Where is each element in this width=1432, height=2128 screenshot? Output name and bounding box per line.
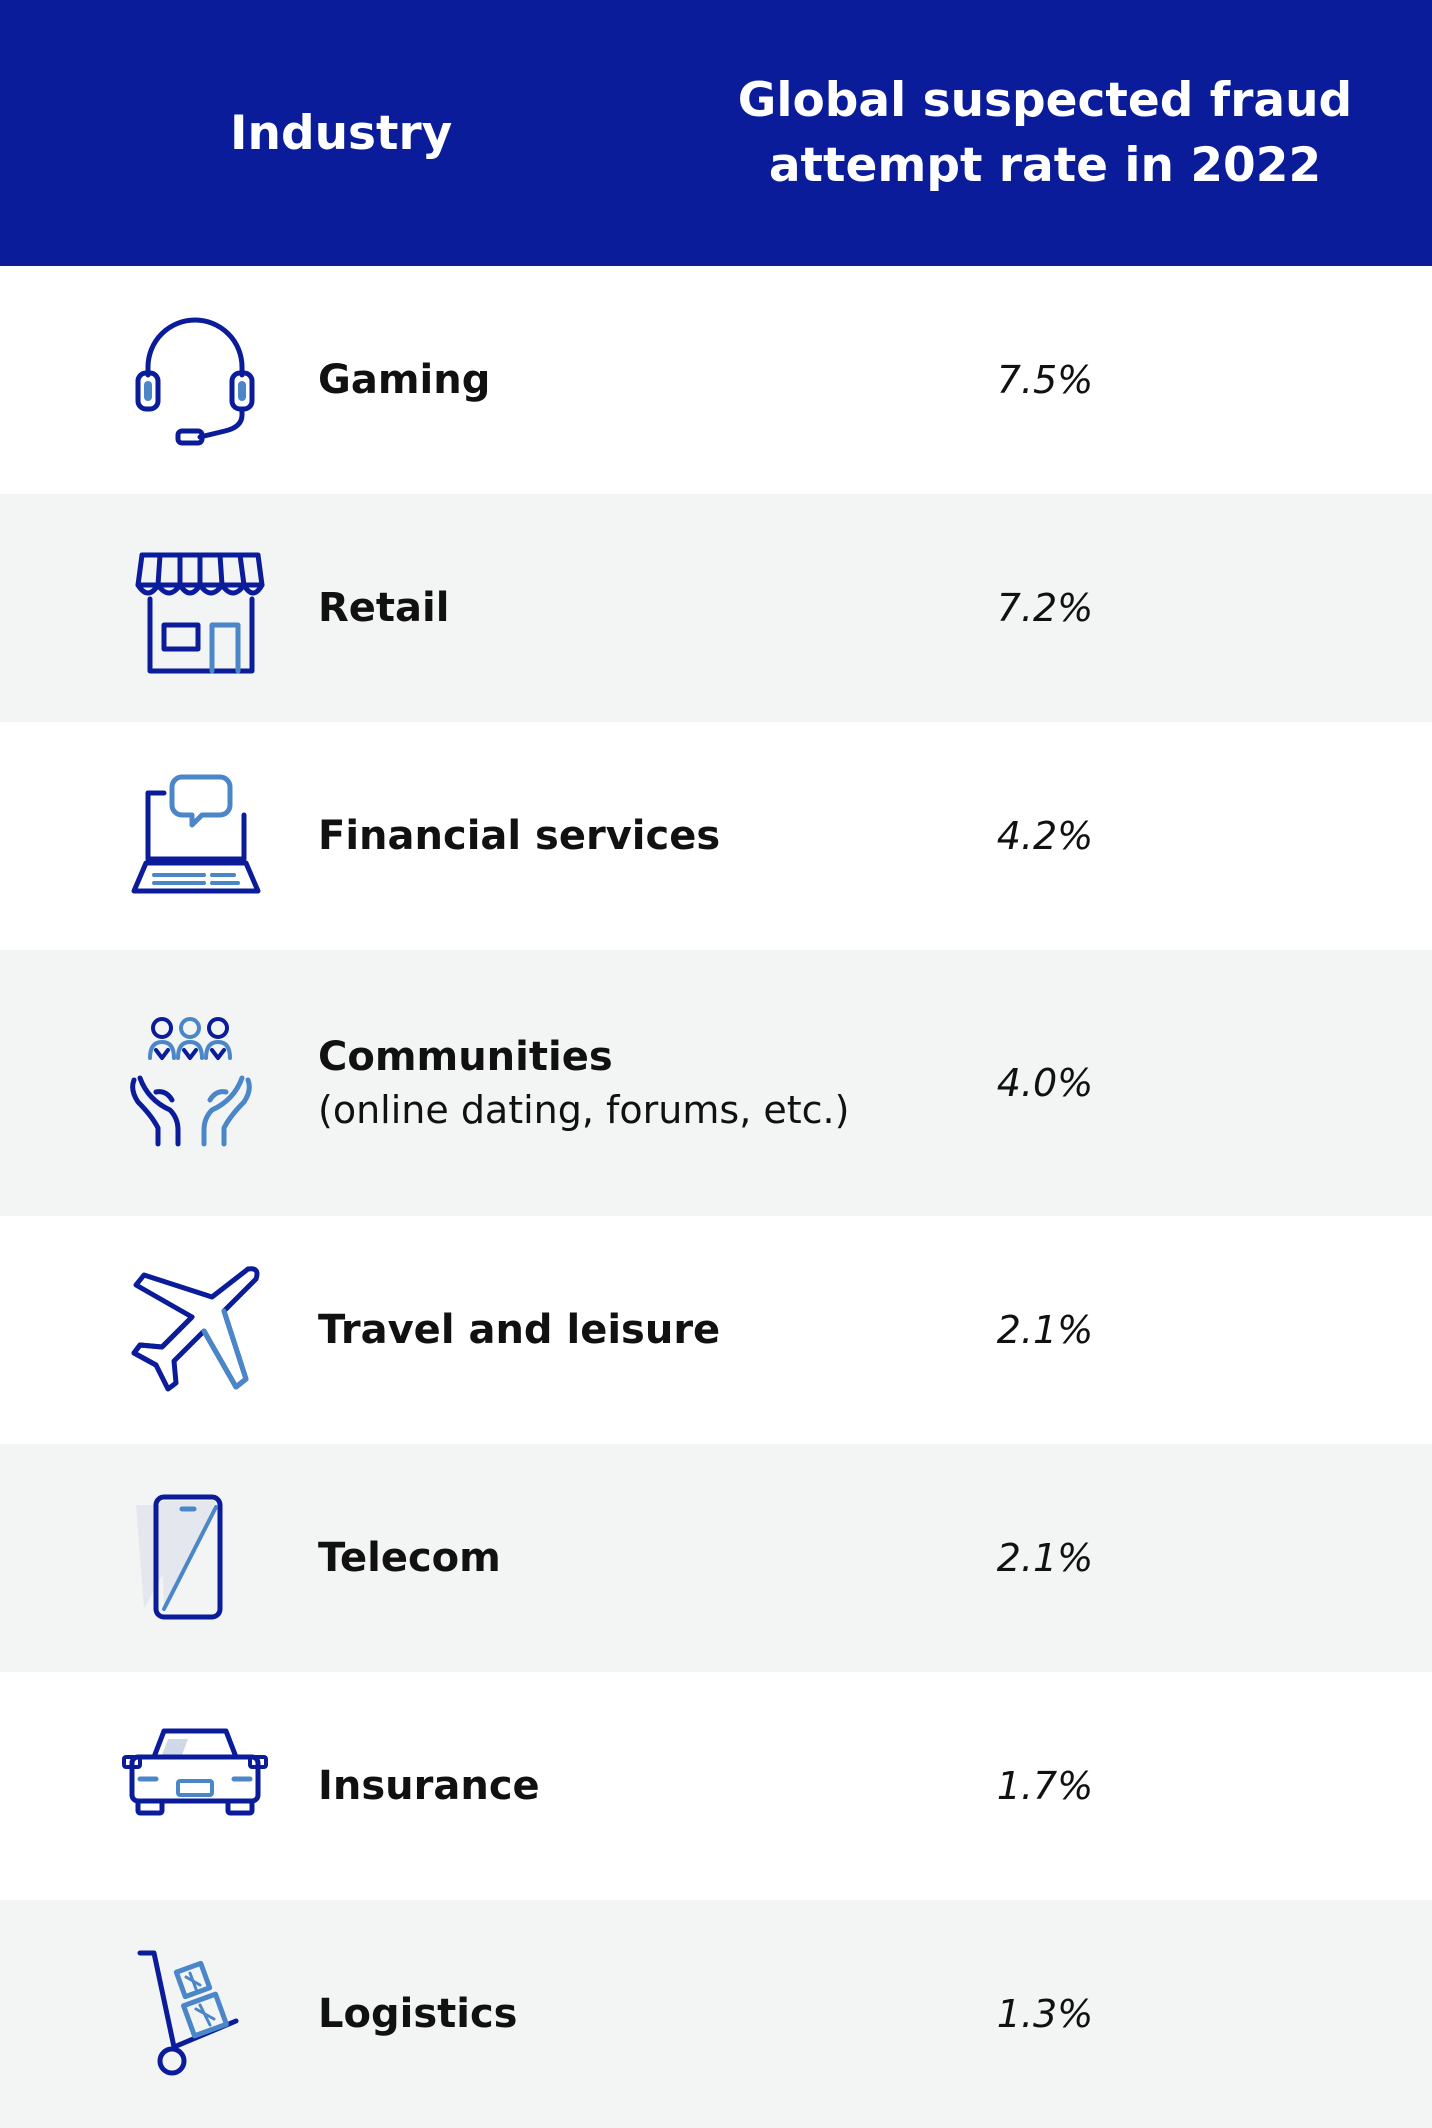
fraud-rate-value: 7.2% [996, 586, 1094, 630]
fraud-rate-value: 1.7% [996, 1764, 1094, 1808]
table-row: Communities (online dating, forums, etc.… [0, 950, 1432, 1216]
table-row: Financial services 4.2% [0, 722, 1432, 950]
fraud-rate-value: 7.5% [996, 358, 1094, 402]
rate-column-header: Global suspected fraud attempt rate in 2… [737, 73, 1353, 193]
industry-name: Telecom [318, 1535, 501, 1581]
industry-name: Communities [318, 1034, 613, 1080]
hand-truck-icon [120, 1949, 270, 2079]
fraud-rate-value: 1.3% [996, 1992, 1094, 2036]
table-row: Insurance 1.7% [0, 1672, 1432, 1900]
smartphone-icon [120, 1493, 270, 1623]
storefront-icon [120, 543, 270, 674]
table-row: Retail 7.2% [0, 494, 1432, 722]
fraud-rate-value: 2.1% [996, 1536, 1094, 1580]
industry-subtitle: (online dating, forums, etc.) [318, 1088, 850, 1132]
fraud-rate-value: 2.1% [996, 1308, 1094, 1352]
laptop-chat-icon [120, 771, 270, 901]
table-header: Industry Global suspected fraud attempt … [0, 0, 1432, 266]
industry-name: Gaming [318, 357, 491, 403]
table-row: Travel and leisure 2.1% [0, 1216, 1432, 1444]
table-row: Telecom 2.1% [0, 1444, 1432, 1672]
industry-name: Logistics [318, 1991, 518, 2037]
table-row: Gaming 7.5% [0, 266, 1432, 494]
fraud-rate-value: 4.2% [996, 814, 1094, 858]
industry-column-header: Industry [230, 105, 453, 161]
airplane-icon [120, 1265, 270, 1395]
headset-icon [120, 315, 270, 446]
industry-name: Insurance [318, 1763, 540, 1809]
industry-name: Financial services [318, 813, 721, 859]
car-icon [120, 1721, 270, 1851]
community-hands-icon [120, 1017, 270, 1148]
industry-name: Retail [318, 585, 450, 631]
fraud-rate-value: 4.0% [996, 1061, 1094, 1105]
industry-name: Travel and leisure [318, 1307, 721, 1353]
table-row: Logistics 1.3% [0, 1900, 1432, 2128]
